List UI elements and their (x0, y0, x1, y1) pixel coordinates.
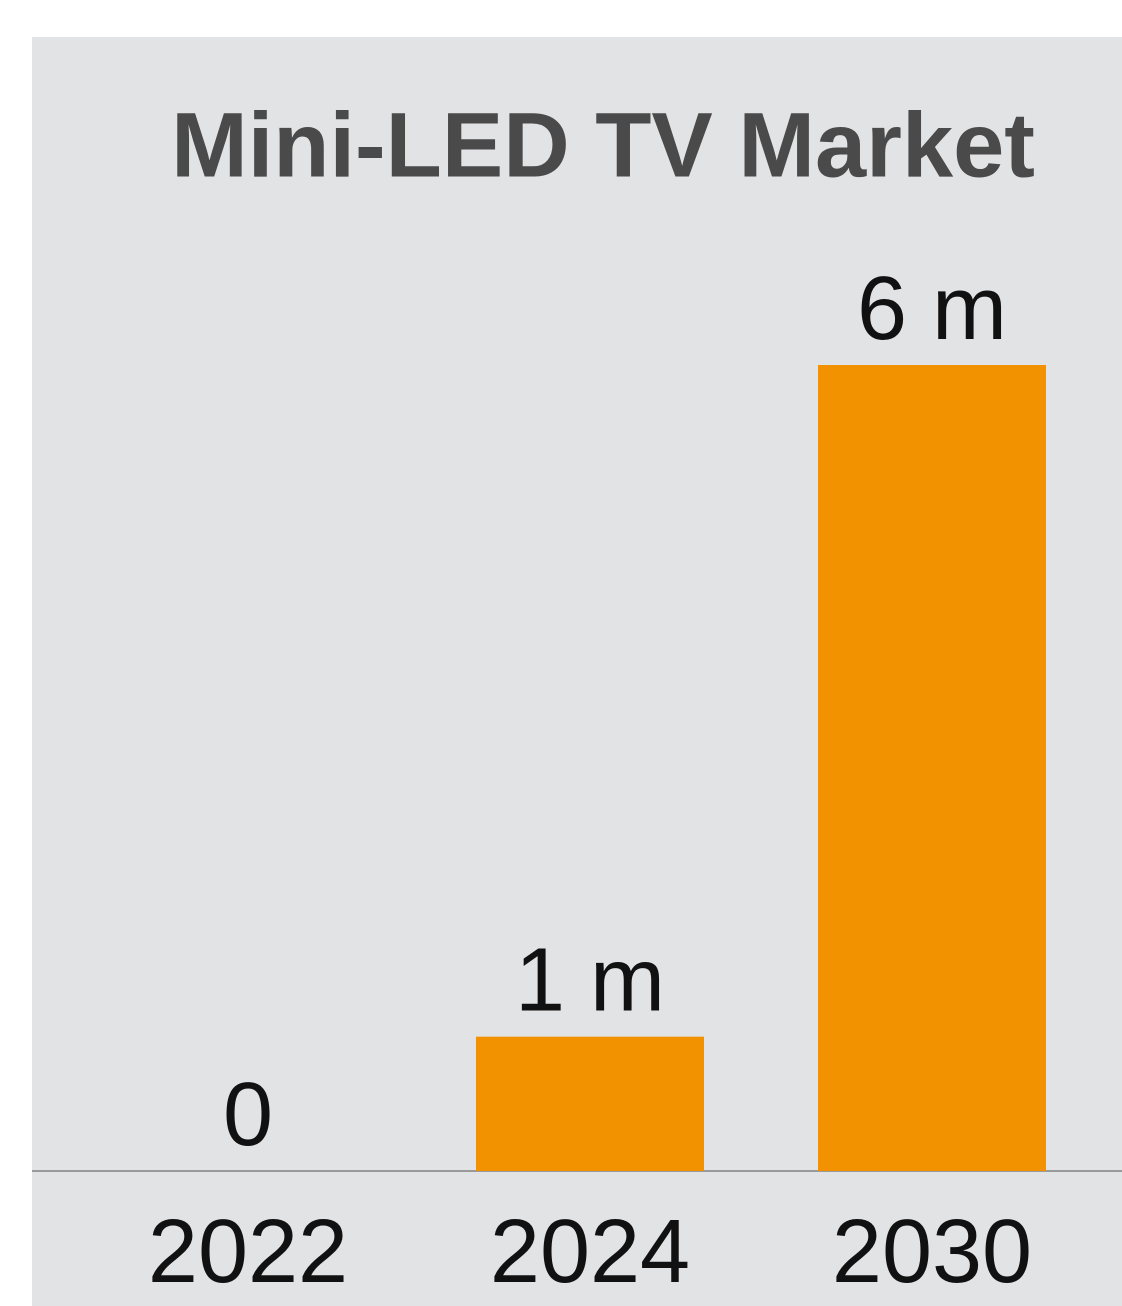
value-label: 6 m (857, 259, 1007, 359)
bar (818, 365, 1046, 1171)
value-label: 0 (223, 1065, 273, 1165)
chart-title: Mini-LED TV Market (171, 94, 1035, 196)
x-tick-label: 2024 (490, 1202, 690, 1302)
bar (476, 1036, 704, 1171)
x-tick-label: 2022 (148, 1202, 348, 1302)
x-tick-label: 2030 (832, 1202, 1032, 1302)
value-label: 1 m (515, 930, 665, 1030)
